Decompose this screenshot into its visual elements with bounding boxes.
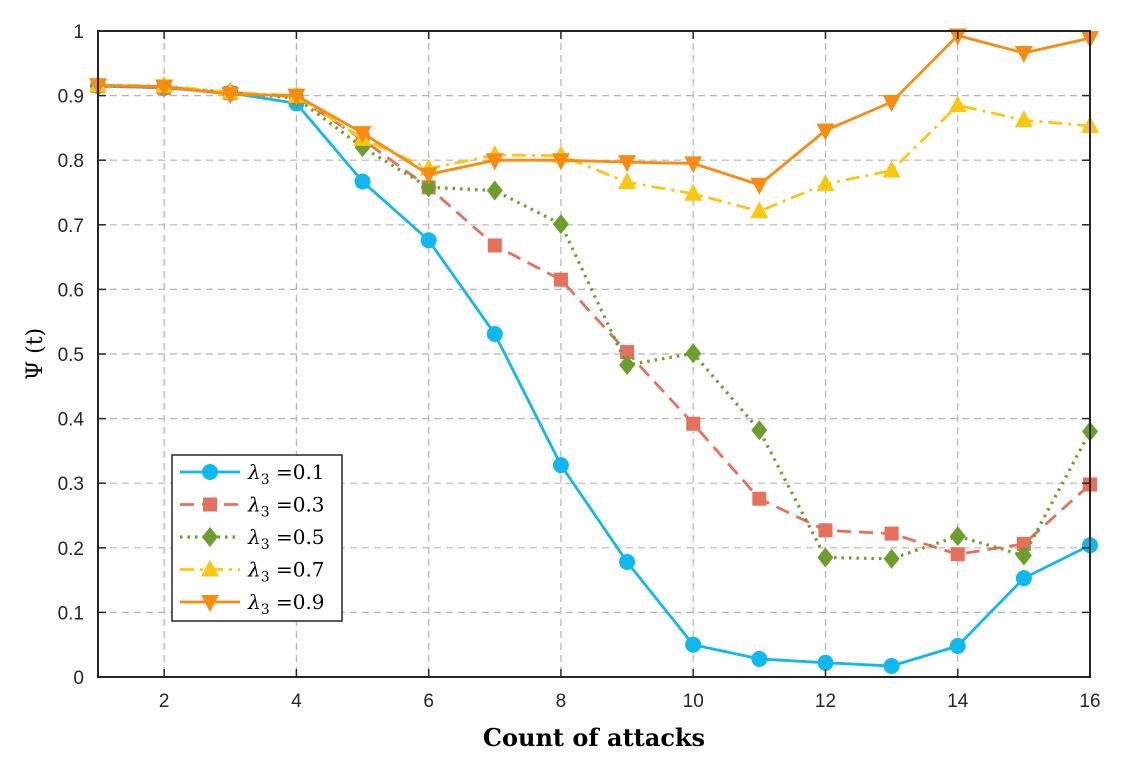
legend-entry: λ3 =0.7 [180, 558, 325, 586]
data-point [619, 354, 636, 375]
data-point [816, 174, 835, 192]
series-5 [89, 28, 1099, 195]
data-point [884, 526, 899, 541]
data-point [818, 523, 833, 538]
data-point [949, 637, 966, 654]
data-point [620, 345, 635, 360]
data-point [685, 343, 702, 364]
x-axis-title: Count of attacks [483, 723, 705, 752]
data-point [487, 238, 502, 253]
legend-label: λ3 =0.7 [247, 558, 325, 586]
data-point [1014, 45, 1033, 63]
data-point [949, 526, 966, 547]
y-tick-label: 0.6 [58, 280, 84, 301]
x-tick-label: 2 [159, 691, 170, 712]
data-point [419, 167, 438, 185]
legend-box [171, 454, 343, 622]
x-tick-label: 10 [683, 691, 704, 712]
y-tick-label: 0.9 [58, 87, 84, 108]
data-point [553, 272, 568, 287]
y-tick-label: 1 [73, 22, 84, 43]
x-tick-label: 12 [815, 691, 836, 712]
legend-swatch-marker [202, 527, 218, 547]
data-point [882, 95, 901, 113]
data-point [486, 325, 503, 342]
data-point [1016, 536, 1031, 551]
y-tick-label: 0.5 [58, 345, 84, 366]
y-axis-title: Ψ (t) [23, 328, 48, 380]
data-point [817, 654, 834, 671]
series-line [97, 84, 1091, 668]
data-point [420, 232, 437, 249]
data-point [750, 201, 769, 219]
data-point [751, 420, 768, 441]
legend-label: λ3 =0.5 [247, 525, 325, 553]
data-point [684, 156, 703, 174]
y-tick-label: 0.3 [58, 474, 84, 495]
series-line [97, 83, 1091, 213]
data-point [817, 547, 834, 568]
data-point [552, 457, 569, 474]
data-point [950, 547, 965, 562]
legend-label: λ3 =0.9 [247, 590, 325, 618]
data-point [751, 650, 768, 667]
data-point [552, 214, 569, 235]
data-point [883, 658, 900, 675]
legend-swatch-marker [203, 497, 217, 512]
y-tick-label: 0.7 [58, 216, 84, 237]
series-line [97, 34, 1091, 187]
data-point [882, 160, 901, 178]
x-tick-label: 6 [423, 691, 434, 712]
legend-label: λ3 =0.1 [247, 460, 325, 488]
data-point [1015, 570, 1032, 587]
data-point [618, 172, 637, 190]
data-point [619, 554, 636, 571]
legend-entry: λ3 =0.5 [180, 525, 325, 553]
x-tick-label: 4 [291, 691, 302, 712]
x-tick-label: 14 [947, 691, 969, 712]
y-tick-label: 0.4 [58, 410, 85, 431]
data-point [1014, 110, 1033, 128]
data-point [485, 153, 504, 171]
legend-swatch-marker [201, 595, 219, 612]
legend-swatch-marker [202, 464, 218, 480]
tick-group: 2 4 6 8 10 12 14 16 0 0.1 0.2 0.3 0.4 0.5 0.6 0.7 0.8 0.9… [58, 22, 1101, 712]
data-point [1015, 545, 1032, 566]
data-point [883, 548, 900, 569]
legend-entry: λ3 =0.1 [180, 460, 325, 488]
data-point [551, 153, 570, 171]
data-point [618, 155, 637, 173]
legend: λ3 =0.1 λ3 =0.3 λ3 =0.5 λ3 =0.7 λ3 =0.9 [171, 454, 343, 622]
data-point [816, 123, 835, 141]
data-point [354, 173, 371, 190]
data-point [353, 126, 372, 144]
legend-entry: λ3 =0.9 [180, 590, 325, 618]
data-point [155, 79, 174, 97]
data-point [750, 177, 769, 195]
legend-swatch-marker [201, 559, 219, 577]
x-tick-label: 8 [556, 691, 567, 712]
y-tick-label: 0.8 [58, 151, 84, 172]
series-4 [89, 75, 1099, 219]
legend-entry: λ3 =0.3 [180, 493, 325, 521]
y-tick-label: 0.1 [58, 603, 84, 624]
y-tick-label: 0 [73, 668, 84, 689]
data-point [948, 95, 967, 113]
y-tick-label: 0.2 [58, 539, 84, 560]
data-point [684, 183, 703, 201]
x-tick-label: 16 [1079, 691, 1100, 712]
data-point [420, 177, 437, 198]
data-point [752, 491, 767, 506]
legend-label: λ3 =0.3 [247, 493, 325, 521]
data-point [686, 416, 701, 431]
data-point [221, 87, 240, 105]
data-point [486, 180, 503, 201]
data-point [287, 88, 306, 106]
data-point [685, 636, 702, 653]
